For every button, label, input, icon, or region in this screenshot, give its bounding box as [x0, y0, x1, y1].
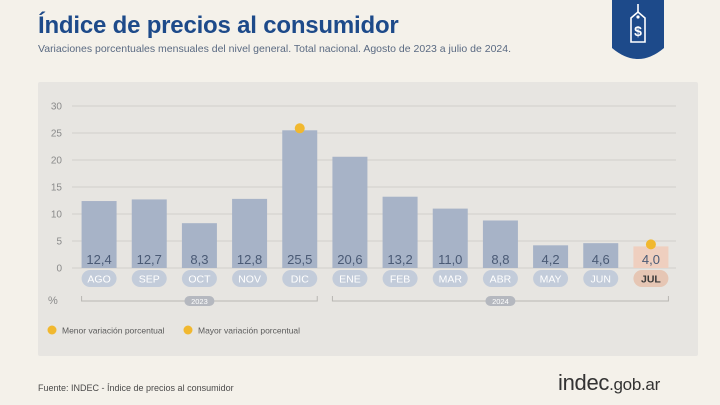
data-label: 25,5	[287, 252, 312, 267]
x-tick-pill	[482, 270, 518, 287]
x-tick-pill	[633, 270, 669, 287]
y-tick-label: 15	[51, 183, 63, 194]
data-label: 8,3	[190, 252, 208, 267]
page-subtitle: Variaciones porcentuales mensuales del n…	[38, 43, 512, 55]
bar	[181, 223, 217, 268]
data-label: 11,0	[438, 252, 462, 267]
legend-label: Mayor variación porcentual	[198, 326, 300, 336]
x-tick-pill	[81, 270, 117, 287]
bar	[533, 245, 569, 268]
x-tick-label: MAY	[540, 274, 562, 286]
bar	[482, 220, 518, 268]
year-label: 2024	[492, 297, 509, 306]
data-label: 12,8	[237, 252, 262, 267]
price-tag-dollar-icon: $	[612, 0, 664, 59]
bar-chart: 0 5 10 15 20 25 30% 12,4 AGO 12,7 SEP 8,3 OCT 12,8 NOV…	[47, 102, 676, 336]
data-label: 12,4	[86, 252, 111, 267]
chart-panel: 0 5 10 15 20 25 30% 12,4 AGO 12,7 SEP 8,3 OCT 12,8 NOV…	[38, 82, 698, 356]
x-tick-pill	[282, 270, 318, 287]
data-label: 13,2	[387, 252, 412, 267]
x-tick-label: NOV	[238, 274, 261, 286]
x-tick-label: ABR	[490, 274, 512, 286]
data-label: 20,6	[337, 252, 362, 267]
page-title: Índice de precios al consumidor	[38, 12, 399, 39]
bar	[131, 199, 167, 268]
y-tick-label: 25	[51, 129, 63, 140]
data-label: 4,0	[642, 252, 660, 267]
bar	[633, 246, 669, 268]
legend-label: Menor variación porcentual	[62, 326, 165, 336]
y-tick-label: 20	[51, 156, 63, 167]
bar	[282, 130, 318, 268]
y-tick-label: 0	[56, 264, 62, 275]
source-note: Fuente: INDEC - Índice de precios al con…	[38, 383, 234, 393]
bar	[583, 243, 619, 268]
legend-marker	[183, 325, 193, 335]
x-tick-pill	[131, 270, 167, 287]
logo-main: indec	[558, 370, 610, 395]
marker-point	[645, 239, 656, 250]
bar	[232, 198, 268, 268]
x-tick-pill	[533, 270, 569, 287]
year-pill	[184, 296, 215, 306]
year-pill	[485, 296, 516, 306]
x-tick-label: SEP	[139, 274, 160, 286]
y-tick-label: 5	[56, 237, 62, 248]
x-tick-pill	[432, 270, 468, 287]
x-tick-label: OCT	[188, 274, 211, 286]
bar	[81, 201, 117, 268]
bar	[382, 196, 418, 268]
data-label: 12,7	[137, 252, 162, 267]
x-tick-label: FEB	[390, 274, 410, 286]
y-tick-label: 30	[51, 102, 63, 113]
x-tick-label: JUL	[641, 274, 661, 286]
x-tick-pill	[232, 270, 268, 287]
bar	[432, 208, 468, 268]
logo-domain: .gob.ar	[609, 375, 660, 394]
marker-point	[294, 123, 305, 134]
data-label: 8,8	[491, 252, 509, 267]
svg-text:$: $	[634, 23, 642, 39]
x-tick-label: MAR	[439, 274, 463, 286]
x-tick-label: ENE	[339, 274, 361, 286]
x-tick-pill	[332, 270, 368, 287]
y-axis-label: %	[48, 295, 58, 307]
x-tick-label: DIC	[291, 274, 310, 286]
x-tick-label: JUN	[591, 274, 611, 286]
indec-logo: indec.gob.ar	[558, 370, 660, 396]
year-label: 2023	[191, 297, 208, 306]
y-tick-label: 10	[51, 210, 63, 221]
legend-marker	[47, 325, 57, 335]
x-tick-label: AGO	[87, 274, 110, 286]
x-tick-pill	[382, 270, 418, 287]
bar	[332, 156, 368, 268]
data-label: 4,6	[592, 252, 610, 267]
x-tick-pill	[181, 270, 217, 287]
data-label: 4,2	[542, 252, 560, 267]
x-tick-pill	[583, 270, 619, 287]
